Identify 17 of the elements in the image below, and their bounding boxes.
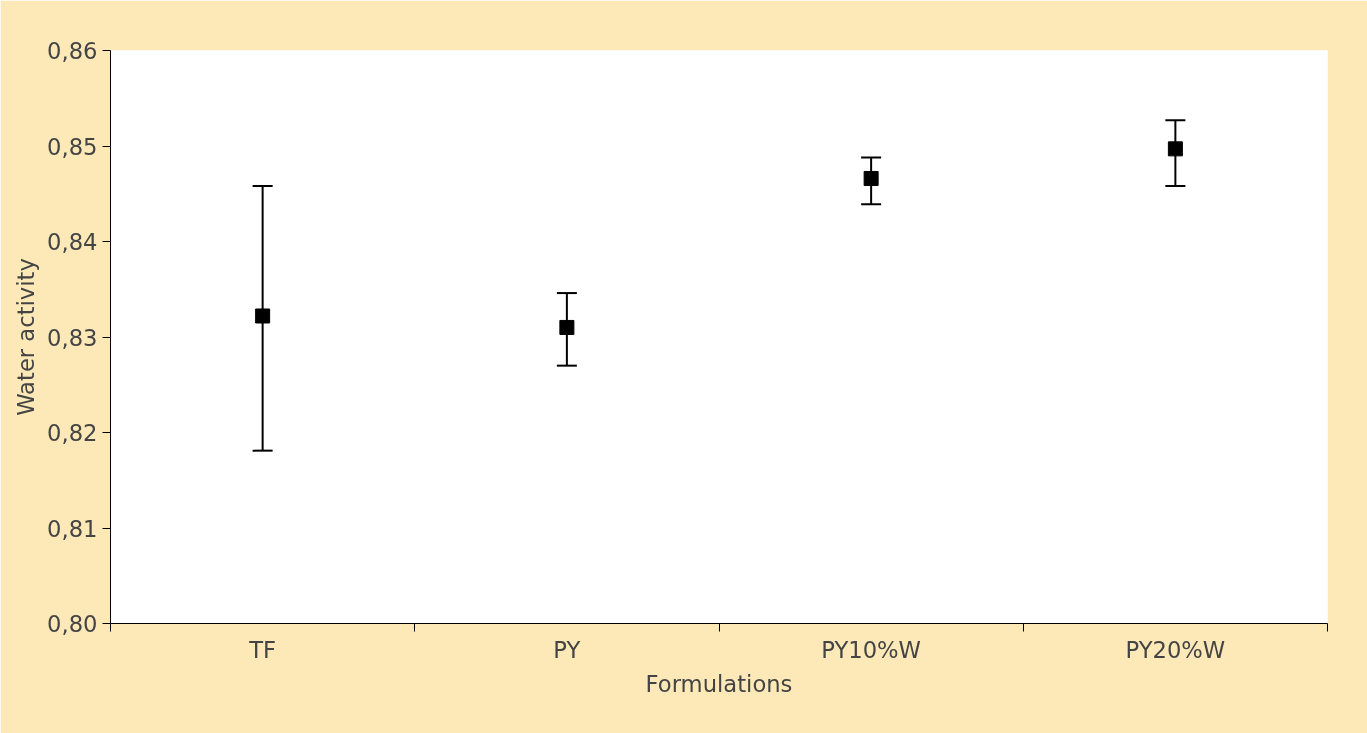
x-tick-label: TF: [248, 636, 277, 663]
y-tick-label: 0,82: [47, 420, 98, 446]
y-tick-label: 0,84: [47, 229, 98, 255]
point: [559, 319, 575, 335]
point: [255, 308, 271, 324]
y-tick-label: 0,80: [47, 611, 98, 637]
x-tick-label: PY10%W: [821, 636, 922, 663]
y-tick-label: 0,85: [47, 133, 98, 160]
y-tick-label: 0,86: [47, 38, 98, 64]
y-axis-title: Water activity: [13, 258, 40, 416]
x-tick-label: PY: [553, 636, 581, 663]
x-axis-title: Formulations: [645, 670, 793, 697]
y-tick-label: 0,83: [47, 324, 98, 351]
y-tick-label: 0,81: [47, 515, 98, 542]
x-tick-label: PY20%W: [1125, 636, 1226, 663]
point: [863, 170, 879, 186]
point: [1167, 141, 1183, 157]
